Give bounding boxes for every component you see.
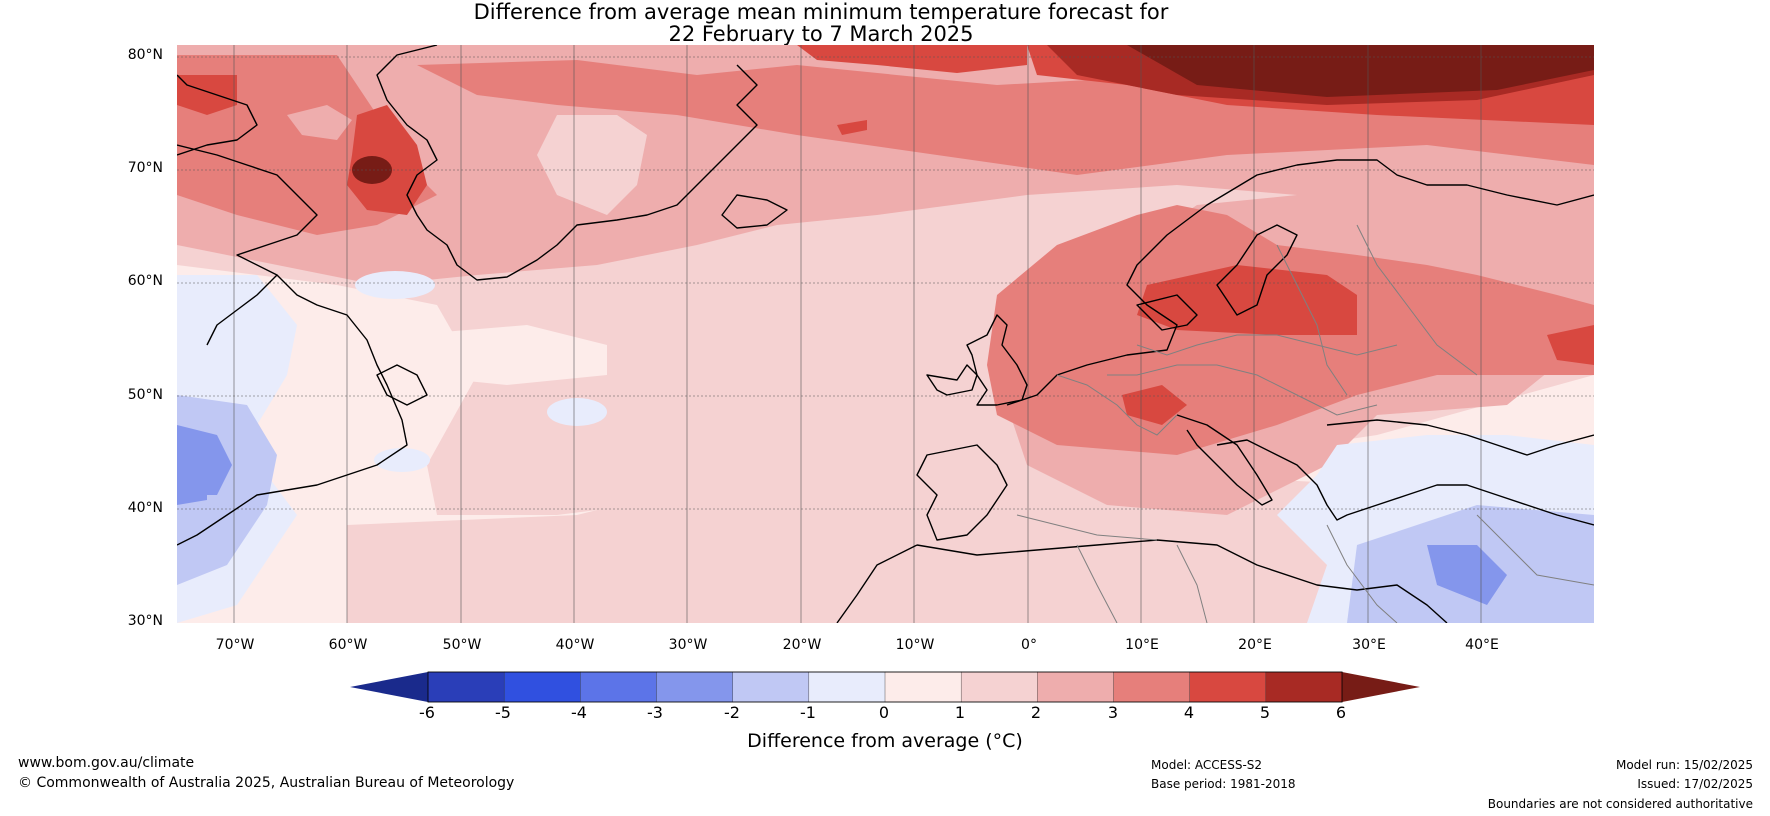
anomaly-band-minus1-0-atlantic-2 xyxy=(374,448,430,472)
lat-label-80n: 80°N xyxy=(127,47,163,63)
lon-label-20e: 20°E xyxy=(1238,637,1272,653)
colorbar-tick: -6 xyxy=(419,703,435,722)
lat-label-40n: 40°N xyxy=(127,500,163,516)
anomaly-band-4-5-volga xyxy=(1547,325,1594,365)
colorbar-cell xyxy=(580,671,658,703)
colorbar-cell xyxy=(427,671,505,703)
graticule xyxy=(177,45,1594,623)
colorbar-cell xyxy=(656,671,734,703)
colorbar xyxy=(350,671,1420,703)
colorbar-cell xyxy=(732,671,810,703)
footer-base-period: Base period: 1981-2018 xyxy=(1151,777,1296,791)
colorbar-arrow-low xyxy=(350,672,428,702)
map-title-line2: 22 February to 7 March 2025 xyxy=(668,22,974,46)
lon-label-20w: 20°W xyxy=(782,637,822,653)
anomaly-band-over-6-greenland xyxy=(352,156,392,184)
anomaly-band-1-2-greenland xyxy=(537,115,647,215)
anomaly-band-4-5-svalbard xyxy=(797,45,1027,73)
colorbar-cell xyxy=(808,671,886,703)
footer-issued: Issued: 17/02/2025 xyxy=(1637,777,1753,791)
colorbar-cell xyxy=(1189,671,1267,703)
colorbar-tick: 3 xyxy=(1107,703,1119,722)
lon-label-30e: 30°E xyxy=(1352,637,1386,653)
footer-url[interactable]: www.bom.gov.au/climate xyxy=(18,755,195,771)
colorbar-cell xyxy=(1113,671,1191,703)
colorbar-arrow-high xyxy=(1342,672,1420,702)
anomaly-band-4-5-russia xyxy=(1137,265,1357,335)
colorbar-cell xyxy=(1265,671,1343,703)
colorbar-tick: -2 xyxy=(724,703,740,722)
anomaly-band-2-3-baffin xyxy=(287,105,352,140)
footer-disclaimer: Boundaries are not considered authoritat… xyxy=(1487,797,1753,811)
colorbar-tick: -4 xyxy=(571,703,587,722)
anomaly-band-1-2-south xyxy=(347,465,1594,623)
footer-copyright: © Commonwealth of Australia 2025, Austra… xyxy=(18,775,515,791)
lat-label-60n: 60°N xyxy=(127,273,163,289)
lon-label-10w: 10°W xyxy=(895,637,935,653)
colorbar-cell xyxy=(884,671,962,703)
colorbar-tick: -3 xyxy=(647,703,663,722)
country-borders xyxy=(1016,224,1594,623)
colorbar-tick: 4 xyxy=(1183,703,1195,722)
lon-label-10e: 10°E xyxy=(1125,637,1159,653)
lon-label-0: 0° xyxy=(1021,637,1037,653)
anomaly-band-minus3-minus2-west-2 xyxy=(177,470,207,505)
anomaly-band-4-5-poland xyxy=(1122,385,1187,425)
colorbar-tick: 6 xyxy=(1335,703,1347,722)
anomaly-band-4-5-jan-mayen xyxy=(837,120,867,135)
lat-label-70n: 70°N xyxy=(127,160,163,176)
colorbar-tick: 0 xyxy=(878,703,890,722)
coastlines xyxy=(177,45,1594,623)
lon-label-40e: 40°E xyxy=(1465,637,1499,653)
temperature-anomaly-map xyxy=(177,45,1594,623)
colorbar-tick: -1 xyxy=(800,703,816,722)
anomaly-band-4-5-west xyxy=(177,75,237,115)
lat-label-30n: 30°N xyxy=(127,613,163,629)
colorbar-tick: 2 xyxy=(1030,703,1042,722)
footer-model-run: Model run: 15/02/2025 xyxy=(1615,758,1753,772)
lon-label-70w: 70°W xyxy=(215,637,255,653)
lon-label-30w: 30°W xyxy=(668,637,708,653)
anomaly-band-4-5-davis xyxy=(347,105,427,215)
map-title-line1: Difference from average mean minimum tem… xyxy=(473,0,1169,24)
colorbar-tick: -5 xyxy=(495,703,511,722)
colorbar-tick: 1 xyxy=(954,703,966,722)
footer-model: Model: ACCESS-S2 xyxy=(1151,758,1263,772)
lat-label-50n: 50°N xyxy=(127,387,163,403)
anomaly-band-minus1-0-atlantic xyxy=(547,398,607,426)
colorbar-label: Difference from average (°C) xyxy=(747,730,1023,752)
colorbar-cell xyxy=(960,671,1039,703)
lon-label-50w: 50°W xyxy=(442,637,482,653)
anomaly-band-over-6-barents xyxy=(1127,45,1594,97)
anomaly-band-minus3-minus2-east xyxy=(1427,545,1507,605)
anomaly-band-0-1-atlantic xyxy=(407,325,607,385)
lon-label-40w: 40°W xyxy=(555,637,595,653)
colorbar-tick: 5 xyxy=(1259,703,1271,722)
lon-label-60w: 60°W xyxy=(328,637,368,653)
anomaly-band-minus1-0-labrador xyxy=(355,271,435,299)
colorbar-cell xyxy=(1037,671,1115,703)
colorbar-cell xyxy=(503,671,582,703)
